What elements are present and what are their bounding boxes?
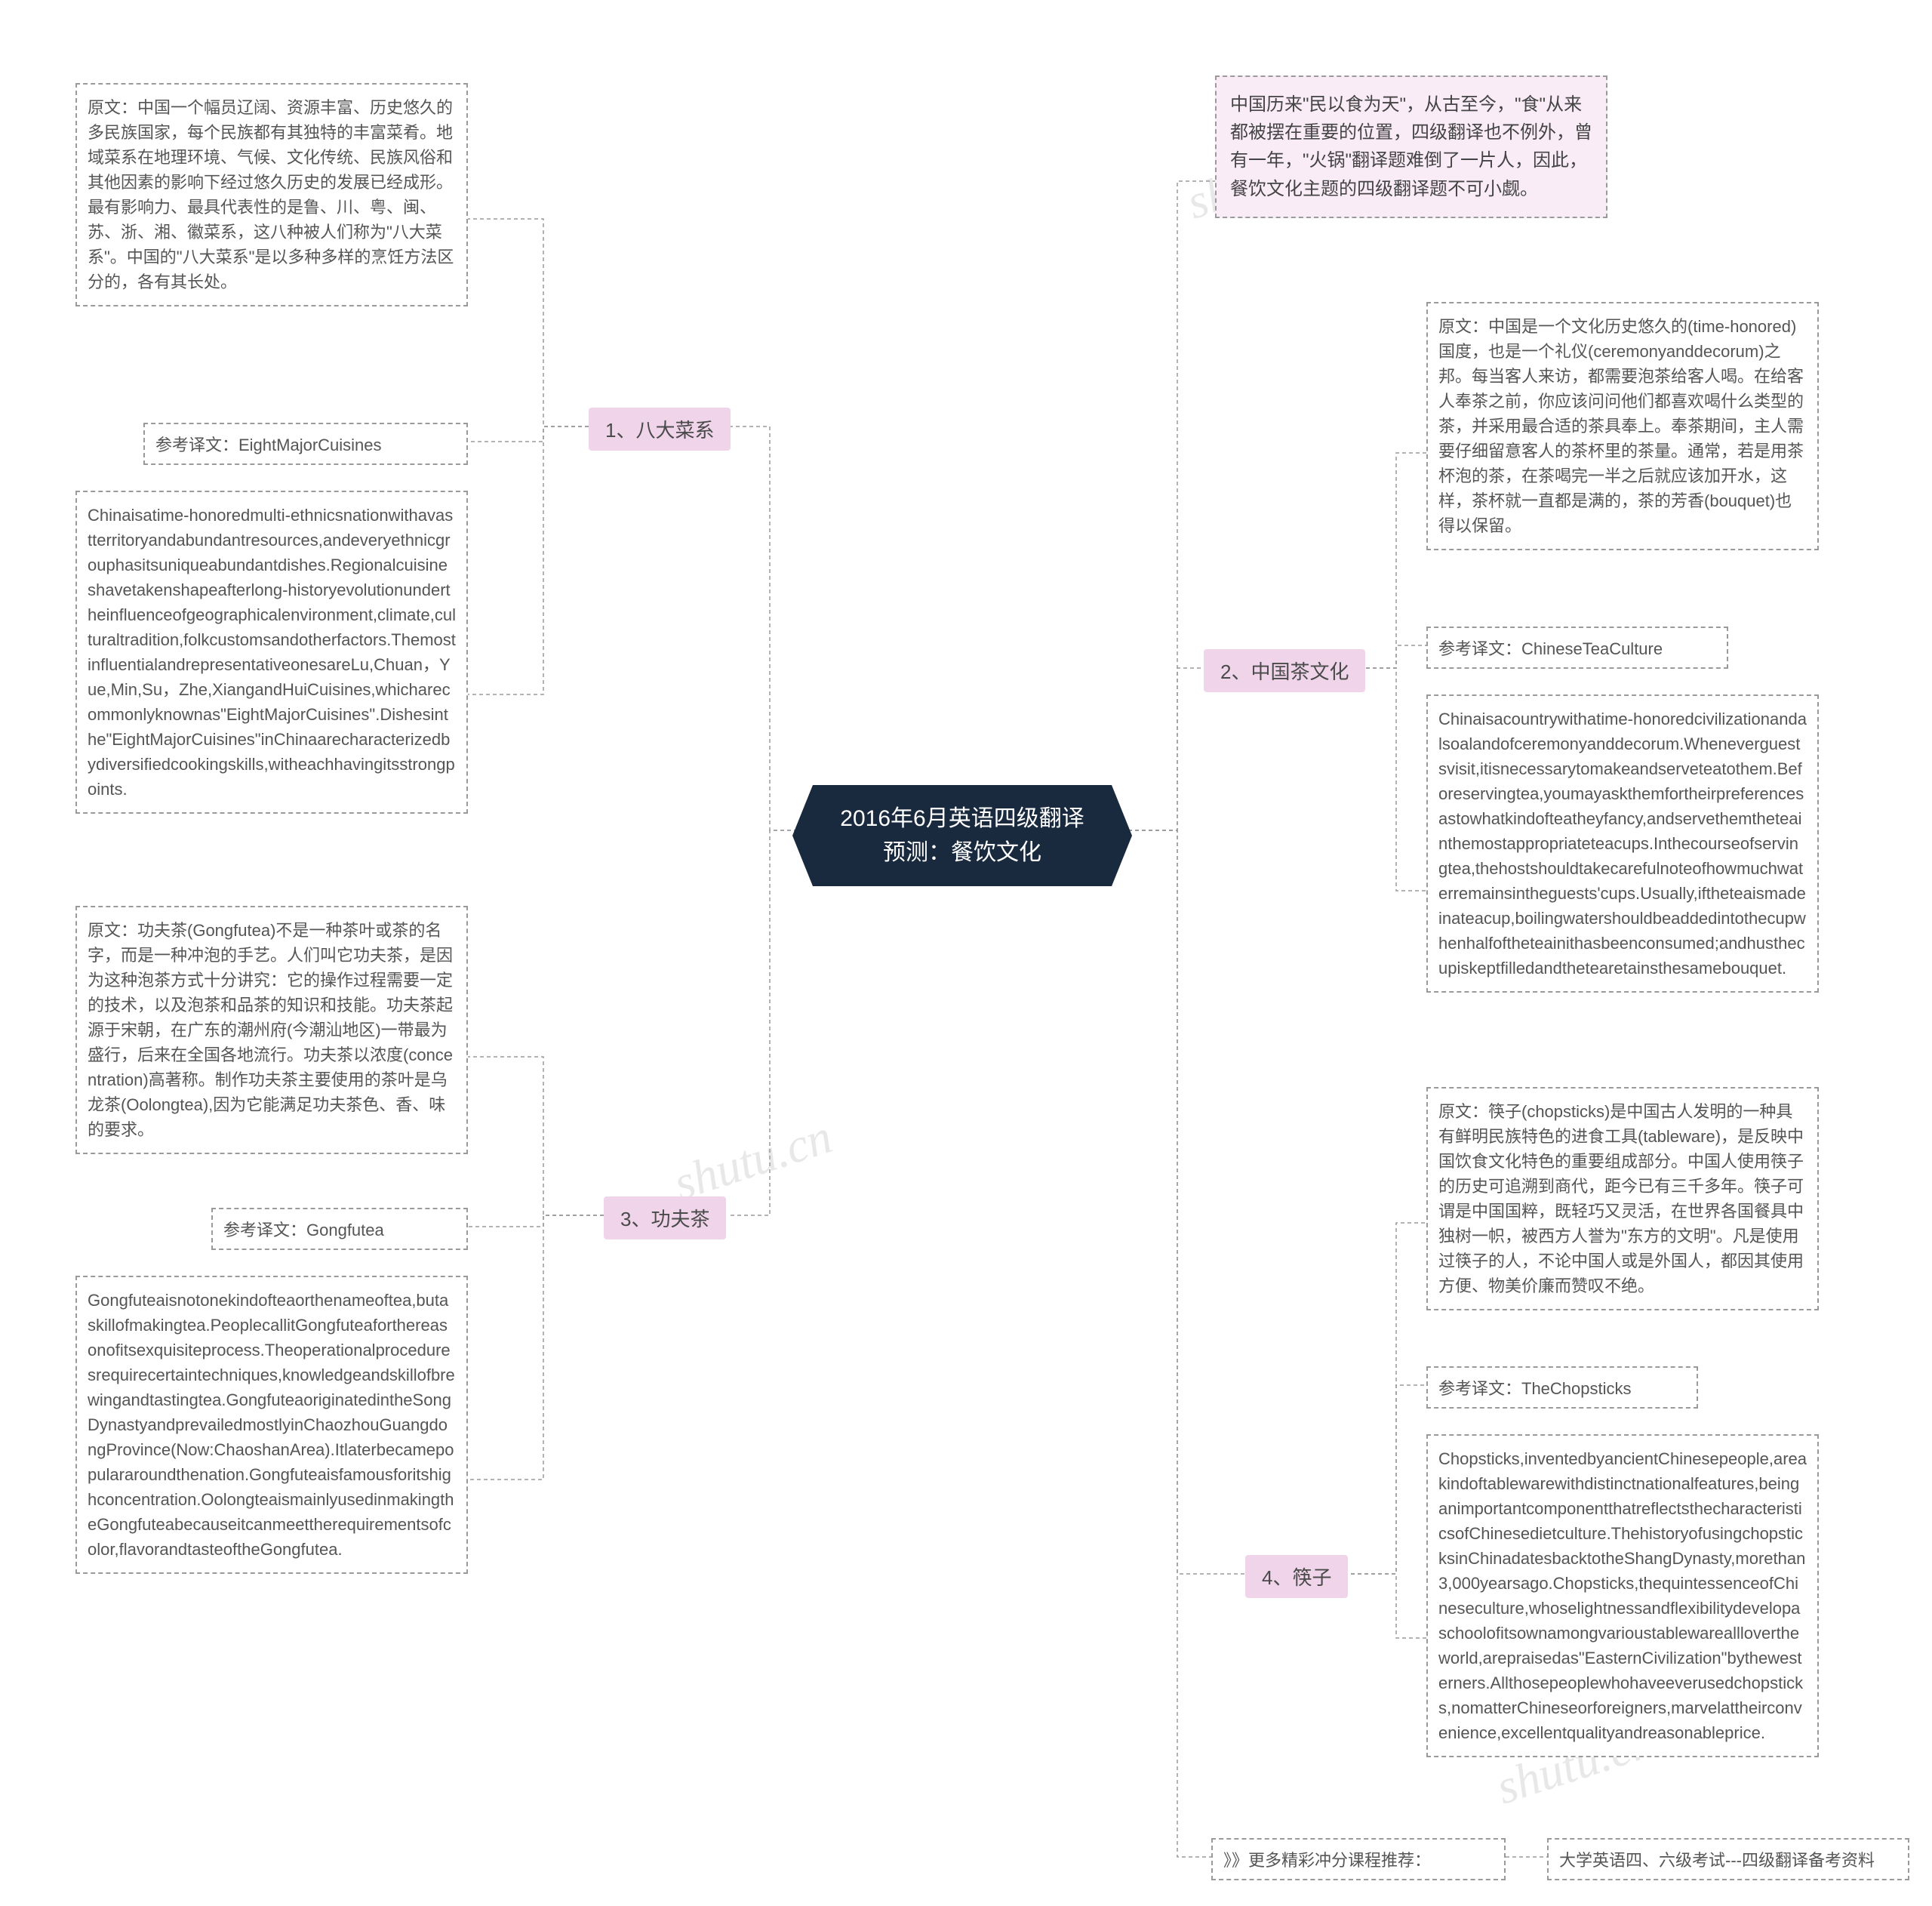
b3-ref: 参考译文：Gongfutea (211, 1208, 468, 1250)
b1-ref: 参考译文：EightMajorCuisines (143, 423, 468, 465)
branch-2: 2、中国茶文化 (1204, 649, 1365, 692)
b2-ref: 参考译文：ChineseTeaCulture (1426, 627, 1728, 669)
b3-translation: Gongfuteaisnotonekindofteaorthenameoftea… (75, 1276, 468, 1574)
b2-original: 原文：中国是一个文化历史悠久的(time-honored)国度，也是一个礼仪(c… (1426, 302, 1819, 550)
root-line2: 预测：餐饮文化 (883, 840, 1041, 865)
branch-1: 1、八大菜系 (589, 408, 731, 451)
b2-translation: Chinaisacountrywithatime-honoredciviliza… (1426, 694, 1819, 993)
b4-original: 原文：筷子(chopsticks)是中国古人发明的一种具有鲜明民族特色的进食工具… (1426, 1087, 1819, 1310)
b3-original: 原文：功夫茶(Gongfutea)不是一种茶叶或茶的名字，而是一种冲泡的手艺。人… (75, 906, 468, 1154)
b4-translation: Chopsticks,inventedbyancientChinesepeopl… (1426, 1434, 1819, 1757)
root-node: 2016年6月英语四级翻译 预测：餐饮文化 (792, 785, 1132, 886)
b4-ref: 参考译文：TheChopsticks (1426, 1366, 1698, 1409)
footer-prefix: 》》更多精彩冲分课程推荐： (1211, 1838, 1506, 1880)
branch-4: 4、筷子 (1245, 1555, 1348, 1598)
branch-3: 3、功夫茶 (604, 1196, 726, 1239)
b1-translation: Chinaisatime-honoredmulti-ethnicsnationw… (75, 491, 468, 814)
footer-link[interactable]: 大学英语四、六级考试---四级翻译备考资料 (1547, 1838, 1909, 1880)
root-line1: 2016年6月英语四级翻译 (840, 806, 1084, 831)
intro-box: 中国历来"民以食为天"，从古至今，"食"从来都被摆在重要的位置，四级翻译也不例外… (1215, 75, 1607, 218)
b1-original: 原文：中国一个幅员辽阔、资源丰富、历史悠久的多民族国家，每个民族都有其独特的丰富… (75, 83, 468, 306)
